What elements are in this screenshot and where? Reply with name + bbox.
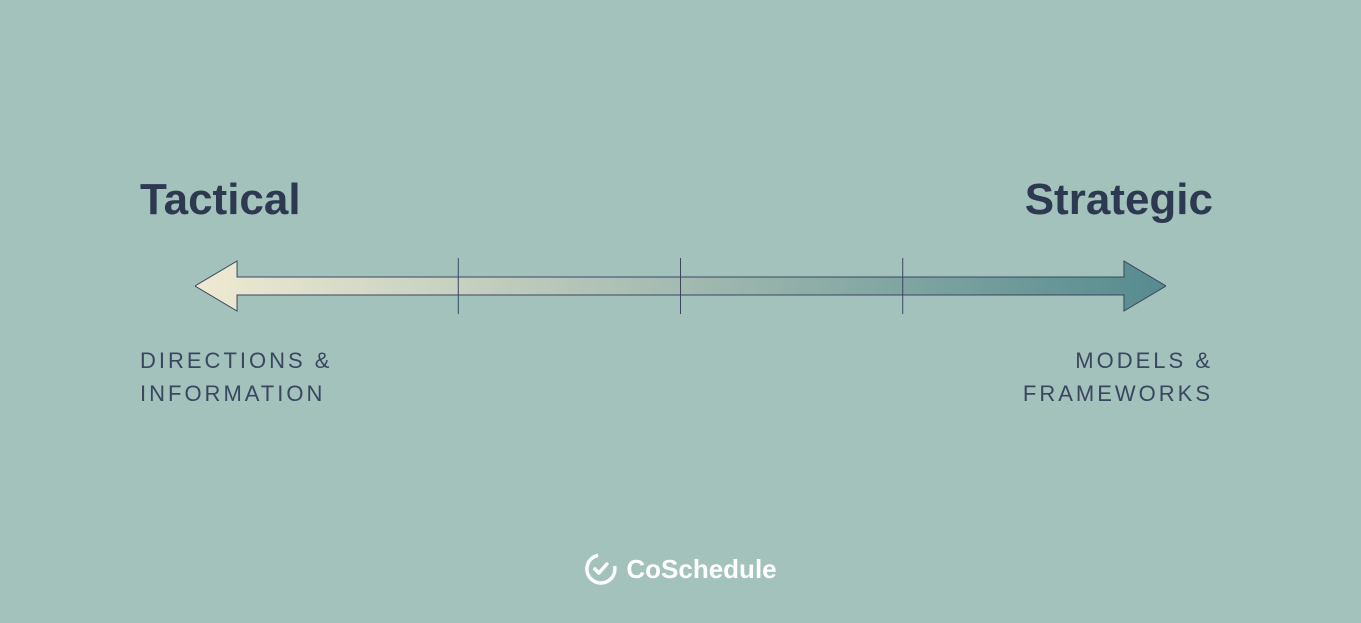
left-heading: Tactical — [140, 175, 301, 225]
left-sublabel: DIRECTIONS & INFORMATION — [140, 344, 332, 410]
arrow-svg — [195, 258, 1166, 314]
spectrum-arrow — [195, 258, 1166, 314]
brand-logo: CoSchedule — [584, 553, 776, 585]
coschedule-icon — [584, 553, 616, 585]
right-heading: Strategic — [1025, 175, 1213, 225]
brand-text: CoSchedule — [626, 554, 776, 585]
spectrum-diagram: Tactical Strategic DIRECTIONS & INFORMAT… — [0, 0, 1361, 623]
right-sublabel: MODELS & FRAMEWORKS — [1023, 344, 1213, 410]
